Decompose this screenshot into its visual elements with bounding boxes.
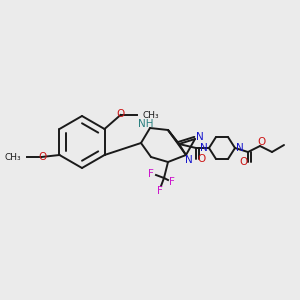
Text: O: O [116, 109, 124, 119]
Text: F: F [148, 169, 154, 179]
Text: CH₃: CH₃ [142, 110, 159, 119]
Text: N: N [236, 143, 244, 153]
Text: N: N [200, 143, 208, 153]
Text: CH₃: CH₃ [5, 152, 22, 161]
Text: O: O [239, 157, 247, 167]
Text: O: O [38, 152, 46, 162]
Text: O: O [258, 137, 266, 147]
Text: N: N [196, 132, 204, 142]
Text: O: O [197, 154, 205, 164]
Text: F: F [169, 177, 175, 187]
Text: NH: NH [138, 119, 154, 129]
Text: F: F [157, 186, 163, 196]
Text: N: N [185, 155, 193, 165]
